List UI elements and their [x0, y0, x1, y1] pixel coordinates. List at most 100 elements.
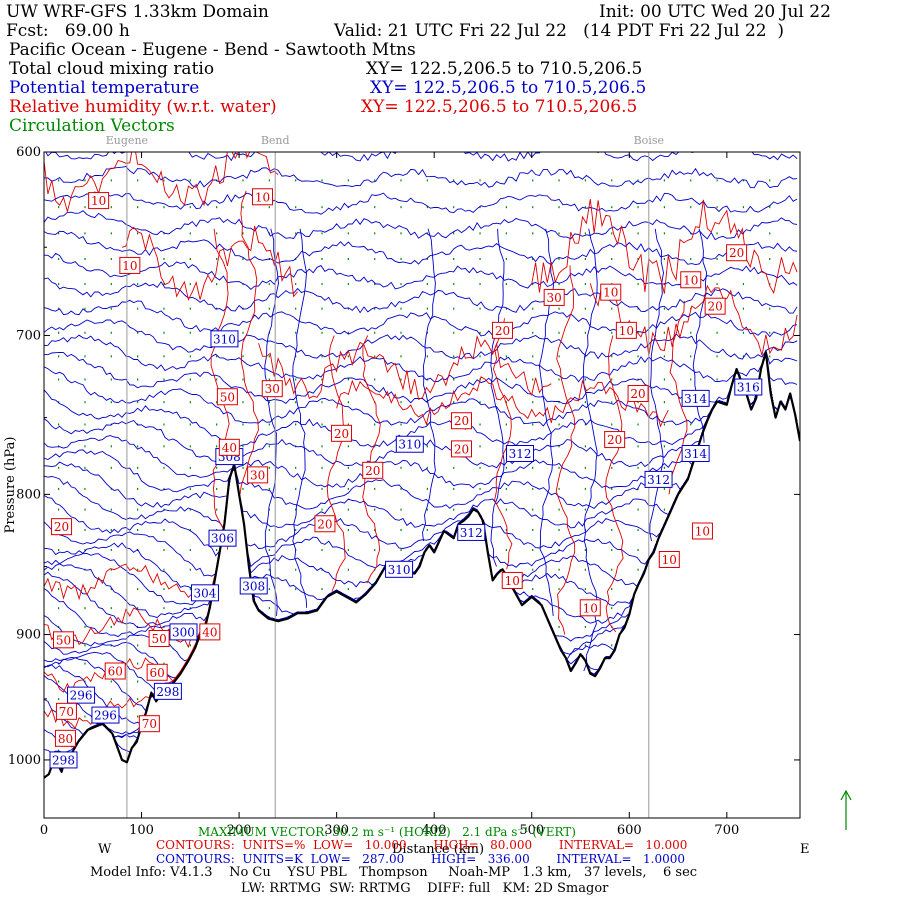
theta-contour-label-box — [457, 523, 486, 541]
theta-contour-label: 296 — [94, 709, 117, 723]
rh-contour-label-box — [119, 256, 141, 274]
field-rh-xy: XY= 122.5,206.5 to 710.5,206.5 — [361, 97, 638, 117]
reference-vector-arrow — [840, 789, 852, 830]
y-tick-label: 800 — [16, 487, 41, 502]
rh-contour-label: 50 — [220, 390, 235, 404]
rh-contour — [555, 265, 576, 635]
theta-contour-label-box — [67, 686, 96, 704]
theta-contour-label: 308 — [242, 579, 265, 593]
rh-contour-label: 50 — [56, 633, 71, 647]
rh-contour — [589, 283, 798, 356]
x-tick-label: 600 — [617, 823, 642, 838]
rh-contour-label-box — [658, 550, 680, 568]
rh-contour-label-box — [451, 412, 473, 430]
rh-contour-label: 20 — [729, 246, 744, 260]
rh-contour-label-box — [604, 431, 626, 449]
theta-contour-info: CONTOURS: UNITS=K LOW= 287.00 HIGH= 336.… — [156, 852, 685, 866]
rh-contour-label: 10 — [505, 574, 520, 588]
theta-contour-label: 306 — [211, 532, 234, 546]
rh-contour-label: 10 — [603, 286, 618, 300]
rh-contour-label: 10 — [91, 194, 106, 208]
theta-contour — [44, 350, 798, 606]
rh-contour — [239, 190, 259, 495]
rh-contour-label-box — [148, 630, 170, 648]
rh-contour-info: CONTOURS: UNITS=% LOW= 10.000 HIGH= 80.0… — [156, 838, 688, 852]
theta-contour-label: 314 — [684, 447, 707, 461]
city-label-bend: Bend — [261, 134, 290, 147]
theta-contour-label: 310 — [398, 438, 421, 452]
x-tick-label: 700 — [714, 823, 739, 838]
theta-contour-label-box — [91, 706, 120, 724]
theta-contour-label: 312 — [509, 447, 532, 461]
field-theta-xy: XY= 122.5,206.5 to 710.5,206.5 — [370, 78, 647, 98]
rh-contour-label: 20 — [54, 520, 69, 534]
theta-contour — [44, 334, 798, 383]
theta-contour — [44, 191, 798, 215]
field-rh-label: Relative humidity (w.r.t. water) — [9, 97, 277, 117]
theta-contour-label-box — [681, 389, 710, 407]
theta-contour-label-box — [239, 577, 268, 595]
rh-contour-label: 20 — [365, 464, 380, 478]
theta-contour-label-box — [385, 560, 414, 578]
theta-contour — [692, 228, 708, 443]
y-tick-label: 1000 — [8, 753, 41, 768]
y-tick-label: 600 — [16, 145, 41, 160]
theta-contour — [490, 228, 505, 567]
rh-contour-label-box — [88, 192, 110, 210]
model-info: Model Info: V4.1.3 No Cu YSU PBL Thompso… — [90, 865, 698, 880]
rh-contour-label-box — [218, 438, 240, 456]
rh-contour-label-box — [543, 288, 565, 306]
theta-contour-label: 310 — [388, 563, 411, 577]
rh-contour-label: 30 — [265, 382, 280, 396]
rh-contour-label: 30 — [547, 291, 562, 305]
rh-contour-label: 20 — [495, 324, 510, 338]
x-tick-label: 100 — [129, 823, 154, 838]
rh-contour-label: 10 — [683, 273, 698, 287]
rh-contour — [531, 199, 798, 295]
theta-contour — [44, 350, 798, 588]
header-forecast-hour: Fcst: 69.00 h — [6, 21, 130, 41]
theta-contour — [45, 152, 798, 162]
rh-contour-label-box — [451, 440, 473, 458]
theta-contour-label-box — [681, 445, 710, 463]
rh-contour-label: 10 — [619, 324, 634, 338]
rh-contour — [668, 300, 688, 495]
rh-contour-label-box — [53, 631, 75, 649]
rh-contour-label: 20 — [454, 442, 469, 456]
rh-contour-label: 10 — [662, 553, 677, 567]
rh-contour-label: 40 — [222, 441, 237, 455]
y-tick-label: 700 — [16, 328, 41, 343]
theta-contour — [44, 319, 798, 360]
rh-contour — [326, 335, 346, 592]
theta-contour-label-box — [644, 470, 673, 488]
rh-contour-label-box — [199, 623, 221, 641]
rh-contour-label: 70 — [59, 705, 74, 719]
theta-contour-label-box — [153, 682, 182, 700]
rh-contour-label: 20 — [630, 387, 645, 401]
rh-contour-label-box — [314, 515, 336, 533]
theta-contour — [44, 350, 798, 489]
theta-contour-label: 310 — [213, 332, 236, 346]
rh-contour-label: 10 — [695, 524, 710, 538]
rh-contour-label-box — [331, 424, 353, 442]
rh-contour-label-box — [247, 466, 269, 484]
y-axis-title: Pressure (hPa) — [3, 437, 18, 534]
rh-contour-label-box — [615, 321, 637, 339]
y-tick-label: 900 — [16, 628, 41, 643]
rh-contour-label: 60 — [150, 666, 165, 680]
theta-contour — [44, 350, 798, 427]
city-label-boise: Boise — [634, 134, 664, 147]
field-vectors-label: Circulation Vectors — [9, 116, 175, 136]
rh-contour — [258, 334, 552, 401]
rh-contour — [605, 335, 624, 633]
rh-contour-label-box — [680, 271, 702, 289]
theta-contour — [292, 228, 308, 608]
x-tick-label: 500 — [519, 823, 544, 838]
rh-contour-label: 20 — [317, 517, 332, 531]
rh-contour-label-box — [362, 461, 384, 479]
x-tick-label: 0 — [40, 823, 48, 838]
header-valid-time: Valid: 21 UTC Fri 22 Jul 22 (14 PDT Fri … — [334, 21, 785, 41]
rh-contour-label: 40 — [202, 625, 217, 639]
rh-contour-label: 80 — [58, 732, 73, 746]
